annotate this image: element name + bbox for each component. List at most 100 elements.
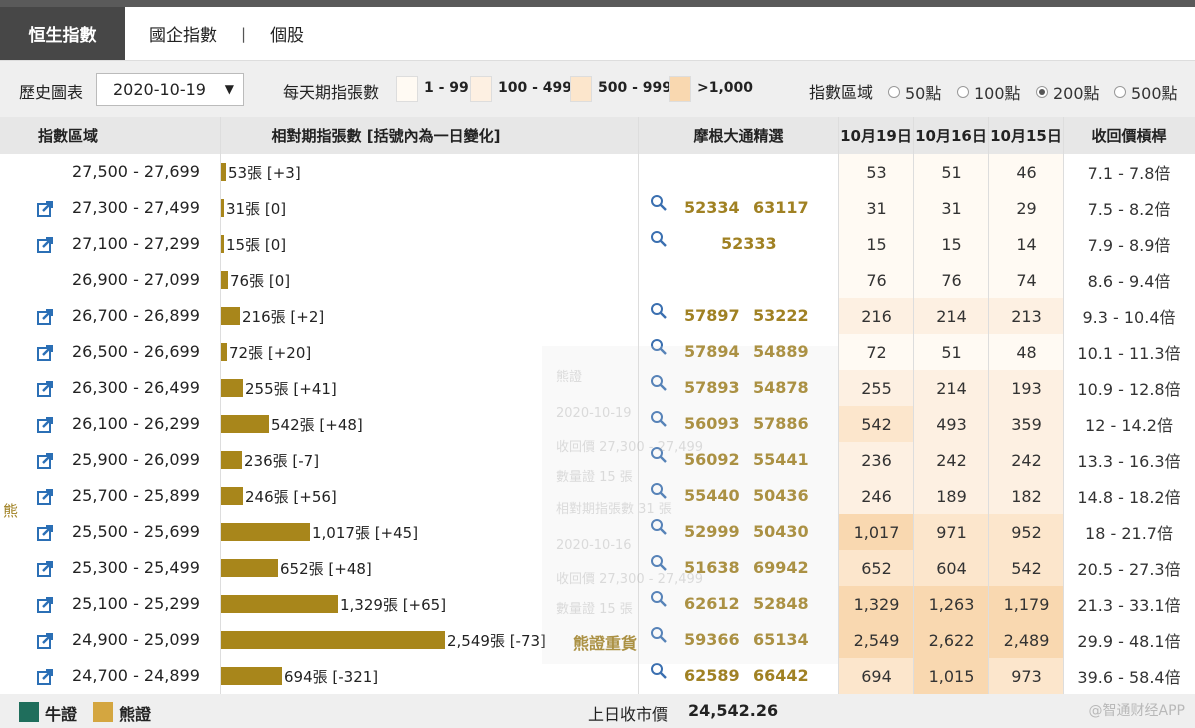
date-select[interactable]: 2020-10-19 ▼	[96, 73, 244, 106]
table-row: 25,900 - 26,099 236張 [-7] 56092 55441 236 242…	[0, 442, 1195, 478]
futures-bar	[221, 523, 310, 541]
search-icon[interactable]	[650, 194, 668, 212]
warrant-code[interactable]: 62612	[684, 594, 740, 613]
footer: 牛證 熊證 上日收市價 24,542.26	[0, 694, 1195, 728]
table-row: 25,300 - 25,499 652張 [+48] 51638 69942 652 60…	[0, 550, 1195, 586]
search-icon[interactable]	[650, 662, 668, 680]
warrant-code[interactable]: 57893	[684, 378, 740, 397]
futures-bar-label: 53張 [+3]	[228, 164, 301, 182]
external-link-icon[interactable]	[37, 200, 54, 217]
warrant-code[interactable]: 57894	[684, 342, 740, 361]
table-row: 26,300 - 26,499 255張 [+41] 57893 54878 255 21…	[0, 370, 1195, 406]
legend-range-4: >1,000	[697, 80, 754, 96]
search-icon[interactable]	[650, 518, 668, 536]
warrant-code[interactable]: 66442	[753, 666, 809, 685]
external-link-icon[interactable]	[37, 596, 54, 613]
ghost-text: 收回價 27,300 - 27,499	[556, 440, 704, 455]
futures-bar	[221, 595, 338, 613]
radio-50[interactable]: 50點	[888, 80, 941, 104]
warrant-code[interactable]: 53222	[753, 306, 809, 325]
warrant-code[interactable]: 50436	[753, 486, 809, 505]
bear-side-label: 熊	[3, 502, 19, 520]
legend-range-1: 1 - 99	[424, 80, 469, 96]
external-link-icon[interactable]	[37, 344, 54, 361]
warrant-code[interactable]: 50430	[753, 522, 809, 541]
radio-500[interactable]: 500點	[1114, 80, 1178, 104]
search-icon[interactable]	[650, 626, 668, 644]
warrant-code[interactable]: 59366	[684, 630, 740, 649]
bear-legend-swatch	[93, 702, 113, 722]
count-oct16: 51	[914, 154, 989, 190]
search-icon[interactable]	[650, 338, 668, 356]
warrant-code[interactable]: 52999	[684, 522, 740, 541]
search-icon[interactable]	[650, 554, 668, 572]
futures-bar-label: 246張 [+56]	[245, 488, 337, 506]
search-icon[interactable]	[650, 482, 668, 500]
external-link-icon[interactable]	[37, 416, 54, 433]
external-link-icon[interactable]	[37, 236, 54, 253]
warrant-code[interactable]: 65134	[753, 630, 809, 649]
futures-bar-label: 2,549張 [-73]	[447, 632, 546, 650]
warrant-code[interactable]: 55440	[684, 486, 740, 505]
external-link-icon[interactable]	[37, 308, 54, 325]
external-link-icon[interactable]	[37, 632, 54, 649]
ghost-text: 2020-10-16	[556, 538, 632, 553]
external-link-icon[interactable]	[37, 668, 54, 685]
count-oct16: 214	[914, 298, 989, 334]
count-oct19: 53	[839, 154, 914, 190]
search-icon[interactable]	[650, 410, 668, 428]
futures-bar-label: 1,329張 [+65]	[340, 596, 447, 614]
warrant-code[interactable]: 62589	[684, 666, 740, 685]
ghost-text: 數量證 15 張	[556, 602, 633, 617]
divider	[988, 117, 989, 694]
warrant-code[interactable]: 69942	[753, 558, 809, 577]
search-icon[interactable]	[650, 302, 668, 320]
count-oct15: 973	[989, 658, 1064, 694]
warrant-code[interactable]: 57886	[753, 414, 809, 433]
search-icon[interactable]	[650, 230, 668, 248]
external-link-icon[interactable]	[37, 452, 54, 469]
warrant-code[interactable]: 63117	[753, 198, 809, 217]
futures-bar-label: 15張 [0]	[226, 236, 287, 254]
radio-checked-icon	[1036, 86, 1048, 98]
futures-bar-label: 216張 [+2]	[242, 308, 325, 326]
warrant-code[interactable]: 52334	[684, 198, 740, 217]
warrant-code[interactable]: 56092	[684, 450, 740, 469]
futures-bar-label: 652張 [+48]	[280, 560, 372, 578]
external-link-icon[interactable]	[37, 380, 54, 397]
date-value: 2020-10-19	[113, 80, 206, 99]
ghost-text: 熊證	[556, 370, 583, 385]
tab-hscei[interactable]: 國企指數	[149, 26, 217, 46]
warrant-code[interactable]: 57897	[684, 306, 740, 325]
warrant-code[interactable]: 55441	[753, 450, 809, 469]
warrant-code[interactable]: 54889	[753, 342, 809, 361]
warrant-code[interactable]: 51638	[684, 558, 740, 577]
leverage-range: 9.3 - 10.4倍	[1082, 308, 1176, 327]
external-link-icon[interactable]	[37, 488, 54, 505]
radio-100[interactable]: 100點	[957, 80, 1021, 104]
tab-stocks[interactable]: 個股	[270, 26, 305, 46]
futures-bar-label: 72張 [+20]	[229, 344, 312, 362]
warrant-code[interactable]: 54878	[753, 378, 809, 397]
search-icon[interactable]	[650, 446, 668, 464]
legend-range-2: 100 - 499	[498, 80, 573, 96]
search-icon[interactable]	[650, 374, 668, 392]
tab-hsi[interactable]: 恒生指數	[0, 7, 125, 60]
warrant-code[interactable]: 52333	[721, 234, 777, 253]
warrant-code[interactable]: 52848	[753, 594, 809, 613]
warrant-code[interactable]: 56093	[684, 414, 740, 433]
external-link-icon[interactable]	[37, 560, 54, 577]
table-row: 27,100 - 27,299 15張 [0] 52333 15 15 14 7.9 - 8…	[0, 226, 1195, 262]
futures-bar-label: 76張 [0]	[230, 272, 291, 290]
count-oct19: 652	[839, 550, 914, 586]
legend-swatch-1	[396, 76, 418, 102]
search-icon[interactable]	[650, 590, 668, 608]
index-range: 26,500 - 26,699	[72, 342, 200, 361]
radio-200[interactable]: 200點	[1036, 80, 1100, 104]
divider	[1063, 117, 1064, 694]
count-oct15: 242	[989, 442, 1064, 478]
futures-bar	[221, 199, 224, 217]
external-link-icon[interactable]	[37, 524, 54, 541]
count-oct19: 76	[839, 262, 914, 298]
divider	[838, 117, 839, 694]
